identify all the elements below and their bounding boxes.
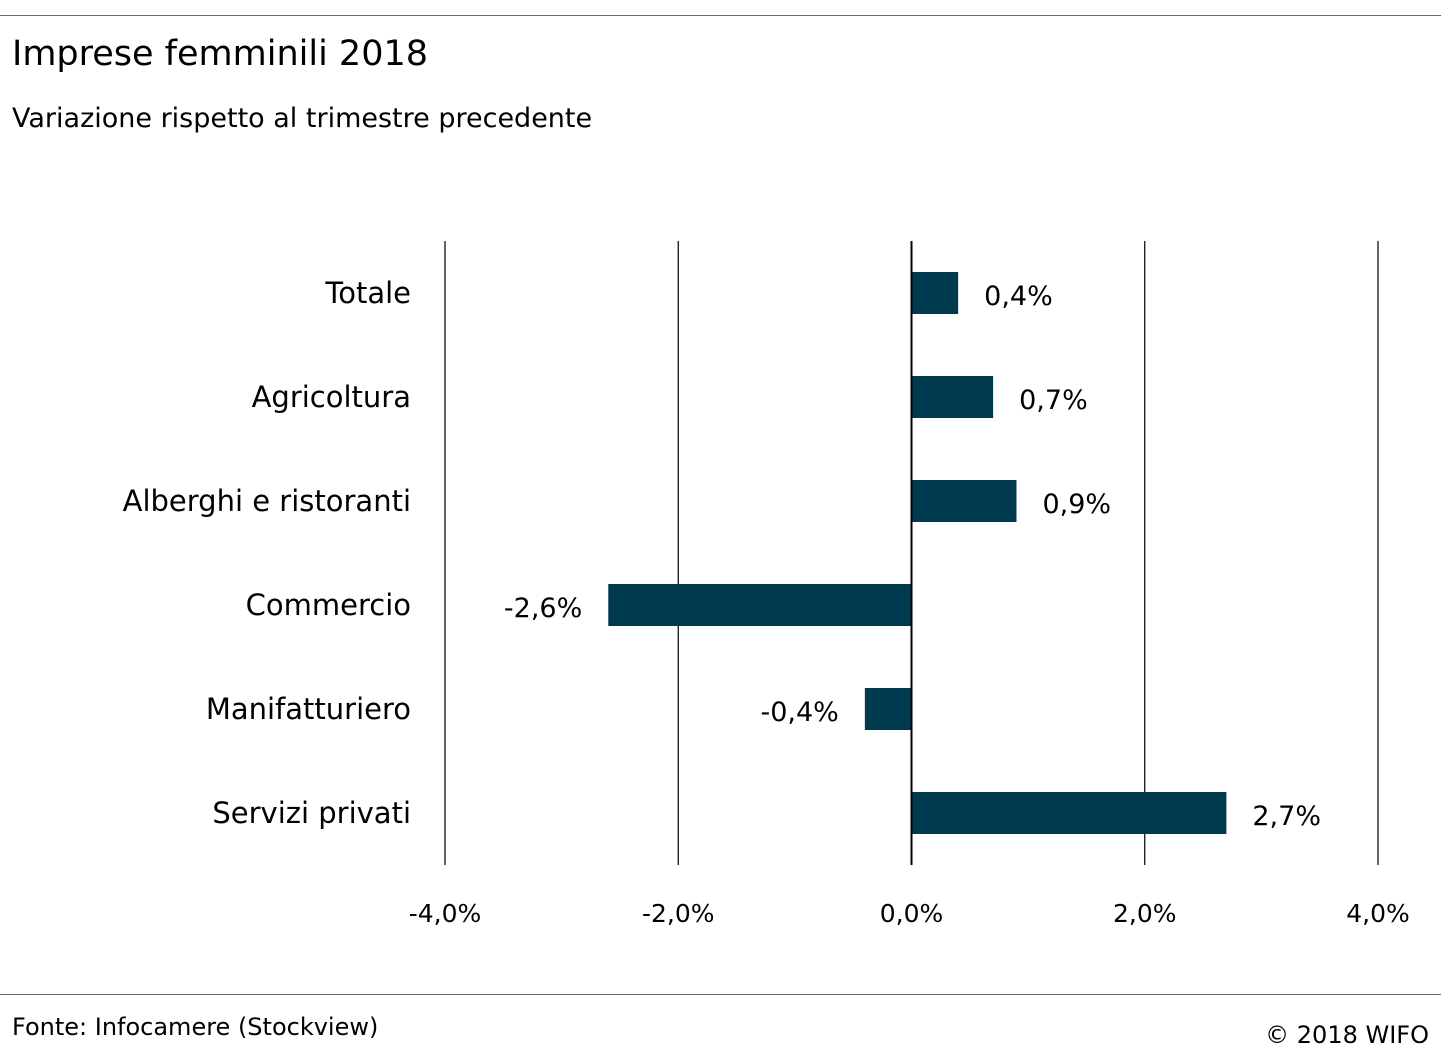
- bar-agricoltura: [911, 376, 994, 418]
- category-label: Servizi privati: [212, 796, 411, 830]
- bar-manifatturiero: [864, 688, 912, 730]
- x-tick-label: -4,0%: [409, 899, 482, 928]
- bars: [608, 241, 1227, 865]
- value-label: 0,4%: [984, 281, 1053, 312]
- chart-title: Imprese femminili 2018: [12, 34, 429, 74]
- category-label: Totale: [324, 276, 411, 310]
- value-label: 0,9%: [1042, 489, 1111, 520]
- value-label: -0,4%: [761, 697, 839, 728]
- x-tick-label: 2,0%: [1113, 899, 1177, 928]
- bar-totale: [911, 272, 959, 314]
- copyright-note: © 2018 WIFO: [1265, 1021, 1429, 1049]
- value-label: -2,6%: [504, 593, 582, 624]
- x-tick-label: 4,0%: [1346, 899, 1410, 928]
- top-rule: [0, 15, 1441, 16]
- category-label: Agricoltura: [252, 380, 411, 414]
- category-label: Commercio: [246, 588, 411, 622]
- bar-commercio: [608, 584, 912, 626]
- category-label: Manifatturiero: [206, 692, 411, 726]
- bar-alberghi-e-ristoranti: [911, 480, 1017, 522]
- labels: -4,0% -2,0% 0,0% 2,0% 4,0% Totale 0,4% Agricolt…: [123, 276, 1410, 928]
- x-tick-label: -2,0%: [642, 899, 715, 928]
- bar-chart: -4,0% -2,0% 0,0% 2,0% 4,0% Totale 0,4% Agricolt…: [123, 241, 1410, 928]
- bar-servizi-privati: [911, 792, 1227, 834]
- x-tick-label: 0,0%: [880, 899, 944, 928]
- chart-subtitle: Variazione rispetto al trimestre precede…: [12, 103, 593, 134]
- value-label: 2,7%: [1252, 801, 1321, 832]
- category-label: Alberghi e ristoranti: [123, 484, 411, 518]
- source-note: Fonte: Infocamere (Stockview): [12, 1013, 379, 1041]
- bottom-rule: [0, 994, 1441, 995]
- value-label: 0,7%: [1019, 385, 1088, 416]
